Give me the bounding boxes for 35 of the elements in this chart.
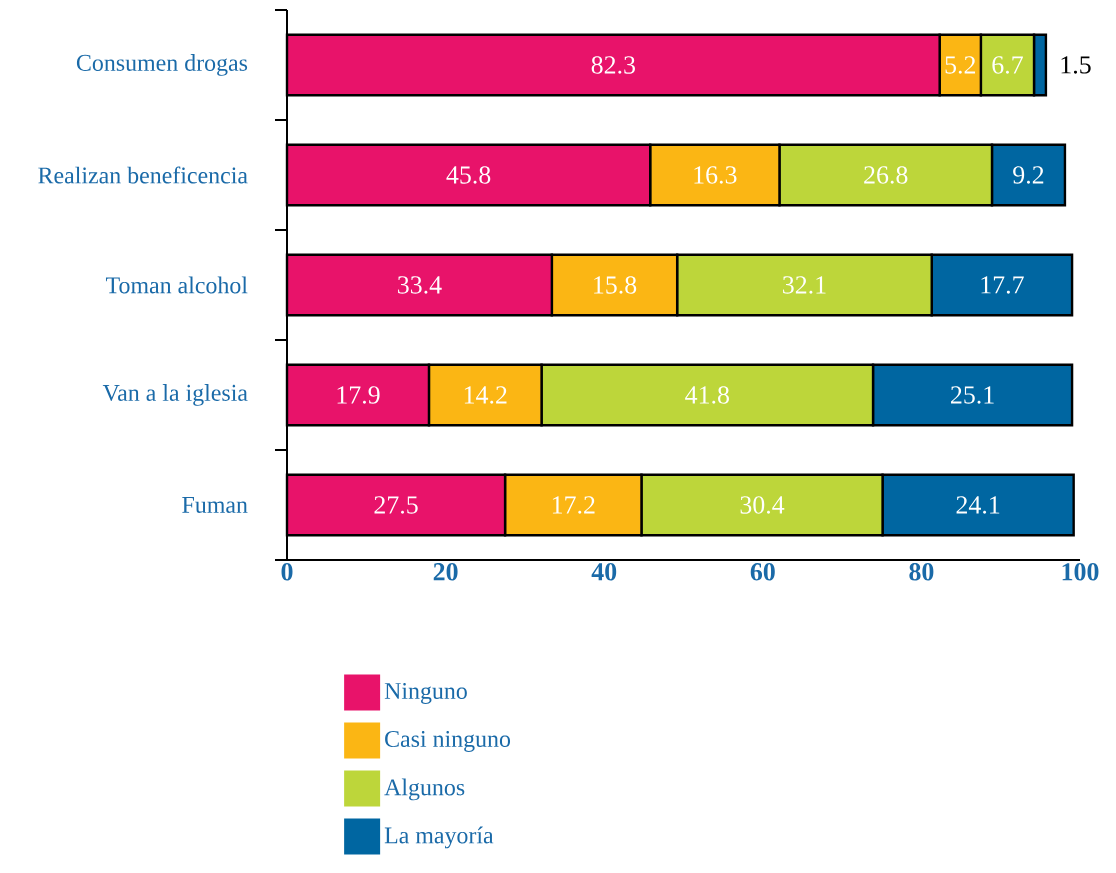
data-label: 26.8 xyxy=(864,166,908,184)
x-tick-label: 80 xyxy=(909,563,934,581)
data-label: 5.2 xyxy=(945,56,976,74)
data-label: 17.9 xyxy=(337,386,380,404)
data-label: 17.2 xyxy=(552,496,595,514)
data-label: 30.4 xyxy=(740,496,785,514)
data-label: 14.2 xyxy=(464,386,507,404)
x-tick-label: 0 xyxy=(281,563,293,581)
data-label: 27.5 xyxy=(374,496,418,514)
data-label: 82.3 xyxy=(591,56,635,74)
x-tick-label: 20 xyxy=(433,563,458,581)
data-label: 24.1 xyxy=(956,496,1000,514)
data-label: 17.7 xyxy=(981,276,1024,294)
y-tick-label: Van a la iglesia xyxy=(102,384,248,406)
y-tick-label: Toman alcohol xyxy=(105,276,248,294)
data-label: 16.3 xyxy=(694,166,737,184)
x-tick-label: 40 xyxy=(591,563,617,581)
data-label: 1.5 xyxy=(1061,56,1091,74)
x-tick-label: 100 xyxy=(1062,563,1099,581)
data-label: 9.2 xyxy=(1013,166,1044,184)
legend-label: Ninguno xyxy=(384,682,467,704)
y-tick-label: Fuman xyxy=(182,497,248,513)
data-label: 32.1 xyxy=(783,276,826,294)
data-label: 45.8 xyxy=(446,166,491,184)
data-label: 6.7 xyxy=(992,56,1023,74)
legend-label: Algunos xyxy=(384,778,465,801)
data-label: 15.8 xyxy=(594,276,637,294)
x-tick-label: 60 xyxy=(750,563,775,581)
y-tick-label: Realizan beneficencia xyxy=(38,166,248,184)
legend-label: Casi ninguno xyxy=(385,730,511,752)
data-label: 41.8 xyxy=(685,386,729,404)
legend-label: La mayoría xyxy=(384,826,494,849)
data-label: 25.1 xyxy=(951,386,994,404)
y-tick-label: Consumen drogas xyxy=(76,54,248,76)
data-label: 33.4 xyxy=(398,276,442,294)
